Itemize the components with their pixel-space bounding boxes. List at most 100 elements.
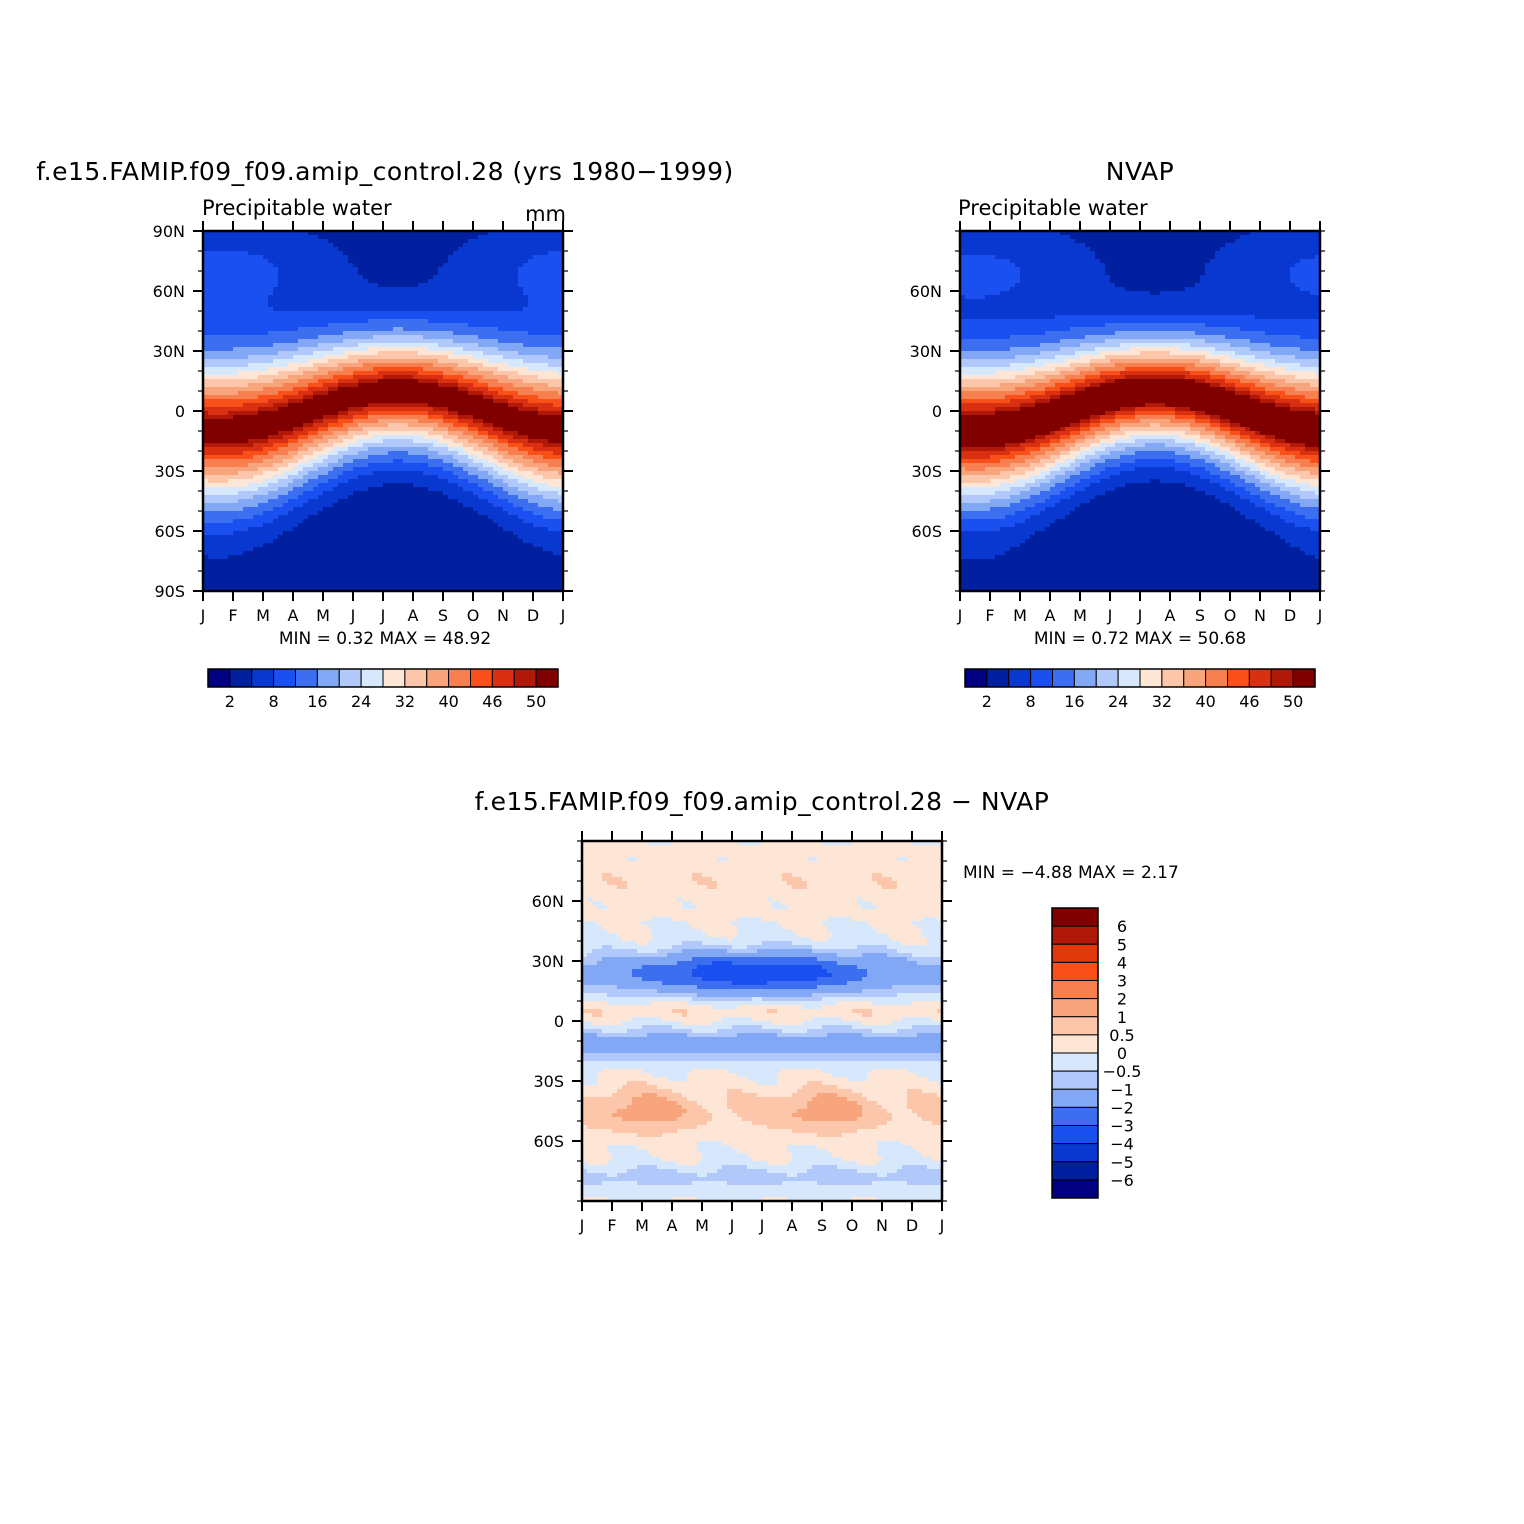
contour-cell — [303, 439, 309, 444]
contour-cell — [353, 295, 359, 300]
contour-cell — [363, 331, 369, 336]
contour-cell — [378, 419, 384, 424]
contour-cell — [333, 259, 339, 264]
contour-cell — [263, 395, 269, 400]
contour-cell — [208, 411, 214, 416]
contour-cell — [343, 391, 349, 396]
contour-cell — [428, 391, 434, 396]
contour-cell — [298, 479, 304, 484]
contour-cell — [203, 483, 209, 488]
contour-cell — [388, 311, 394, 316]
contour-cell — [498, 335, 504, 340]
contour-cell — [478, 379, 484, 384]
contour-cell — [428, 271, 434, 276]
contour-cell — [278, 331, 284, 336]
contour-cell — [428, 371, 434, 376]
contour-cell — [438, 399, 444, 404]
contour-cell — [468, 371, 474, 376]
contour-cell — [358, 267, 364, 272]
contour-cell — [303, 267, 309, 272]
contour-cell — [503, 259, 509, 264]
contour-cell — [343, 267, 349, 272]
contour-cell — [383, 331, 389, 336]
contour-cell — [363, 295, 369, 300]
contour-cell — [533, 339, 539, 344]
contour-cell — [548, 483, 554, 488]
contour-cell — [353, 231, 359, 236]
contour-cell — [438, 487, 444, 492]
contour-cell — [453, 443, 459, 448]
contour-cell — [393, 423, 399, 428]
contour-cell — [428, 399, 434, 404]
contour-cell — [533, 255, 539, 260]
contour-cell — [383, 271, 389, 276]
contour-cell — [528, 463, 534, 468]
contour-cell — [223, 391, 229, 396]
contour-cell — [523, 407, 529, 412]
contour-cell — [473, 467, 479, 472]
contour-cell — [513, 403, 519, 408]
contour-cell — [433, 439, 439, 444]
contour-cell — [293, 247, 299, 252]
contour-cell — [513, 327, 519, 332]
contour-cell — [418, 455, 424, 460]
contour-cell — [403, 407, 409, 412]
contour-cell — [538, 463, 544, 468]
contour-cell — [528, 379, 534, 384]
contour-cell — [463, 419, 469, 424]
contour-cell — [538, 467, 544, 472]
contour-cell — [438, 423, 444, 428]
contour-cell — [468, 467, 474, 472]
contour-cell — [518, 403, 524, 408]
contour-cell — [393, 367, 399, 372]
contour-cell — [253, 507, 259, 512]
contour-cell — [398, 331, 404, 336]
contour-cell — [478, 299, 484, 304]
contour-cell — [518, 503, 524, 508]
contour-cell — [278, 231, 284, 236]
contour-cell — [493, 251, 499, 256]
contour-cell — [313, 331, 319, 336]
contour-cell — [558, 479, 564, 484]
contour-cell — [318, 287, 324, 292]
contour-cell — [403, 335, 409, 340]
contour-cell — [263, 355, 269, 360]
contour-cell — [343, 499, 349, 504]
contour-cell — [503, 359, 509, 364]
contour-cell — [348, 419, 354, 424]
contour-cell — [368, 243, 374, 248]
contour-cell — [268, 315, 274, 320]
contour-cell — [253, 375, 259, 380]
contour-cell — [233, 363, 239, 368]
contour-cell — [233, 379, 239, 384]
contour-cell — [553, 435, 559, 440]
contour-cell — [463, 443, 469, 448]
contour-cell — [313, 459, 319, 464]
contour-cell — [268, 347, 274, 352]
contour-cell — [213, 231, 219, 236]
contour-cell — [388, 379, 394, 384]
contour-cell — [458, 351, 464, 356]
contour-cell — [543, 439, 549, 444]
contour-cell — [238, 235, 244, 240]
contour-cell — [323, 331, 329, 336]
contour-cell — [263, 391, 269, 396]
contour-cell — [498, 387, 504, 392]
contour-cell — [283, 323, 289, 328]
contour-cell — [208, 507, 214, 512]
contour-cell — [333, 363, 339, 368]
contour-cell — [253, 383, 259, 388]
contour-cell — [358, 299, 364, 304]
contour-cell — [268, 467, 274, 472]
contour-cell — [373, 315, 379, 320]
contour-cell — [468, 459, 474, 464]
contour-cell — [548, 383, 554, 388]
contour-cell — [213, 507, 219, 512]
contour-cell — [233, 439, 239, 444]
contour-cell — [538, 279, 544, 284]
contour-cell — [458, 447, 464, 452]
contour-cell — [308, 487, 314, 492]
contour-cell — [328, 343, 334, 348]
contour-cell — [453, 311, 459, 316]
contour-cell — [433, 387, 439, 392]
